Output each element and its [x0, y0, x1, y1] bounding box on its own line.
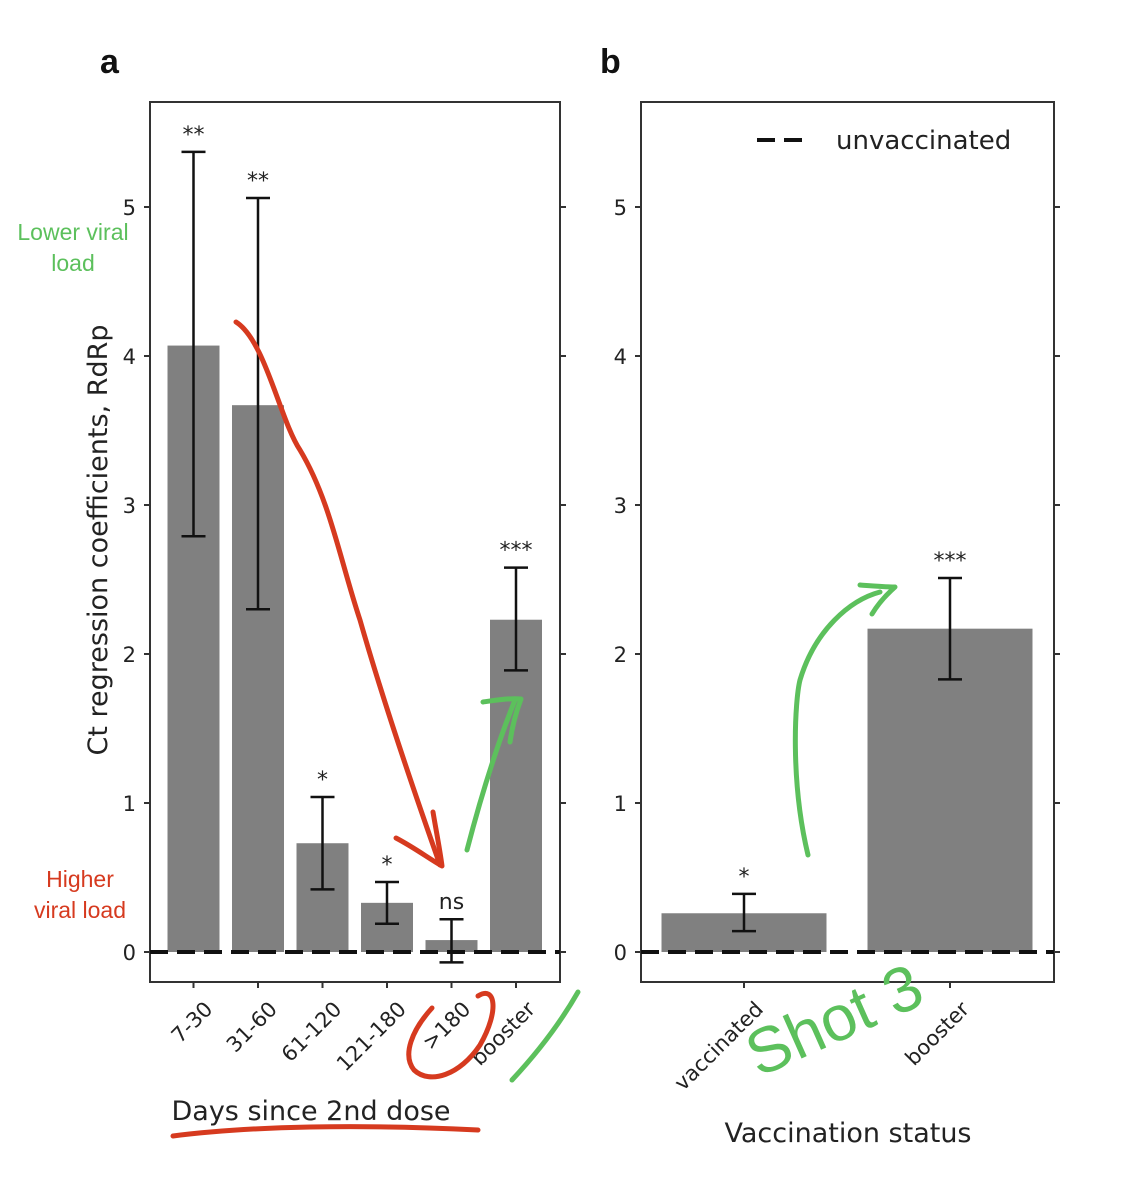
significance-label: * [317, 768, 328, 793]
y-tick-label: 3 [614, 494, 627, 518]
x-tick-label: >180 [418, 997, 476, 1055]
legend-entry-unvaccinated: unvaccinated [836, 126, 1011, 156]
red-arrow-curve [233, 319, 443, 868]
x-axis-title-a: Days since 2nd dose [171, 1096, 450, 1127]
y-tick-label: 0 [123, 941, 136, 965]
green-arrow-b-head [857, 582, 898, 617]
significance-label: *** [500, 539, 533, 564]
legend: unvaccinated [757, 126, 1011, 156]
lower-viral-load-note-line1: Lower viral [17, 219, 128, 245]
green-arrow-a [464, 697, 518, 853]
higher-viral-load-note-line1: Higher [46, 866, 114, 892]
panel-b-label: b [600, 43, 621, 81]
handwritten-shot-3: Shot 3 [735, 949, 933, 1090]
x-axis-title-b: Vaccination status [724, 1118, 971, 1149]
x-tick-label: 31-60 [222, 997, 282, 1057]
panel-a-label: a [100, 43, 120, 81]
x-tick-label: 7-30 [167, 997, 218, 1048]
significance-label: * [382, 853, 393, 878]
y-tick-label: 5 [614, 196, 627, 220]
red-arrow-head [393, 809, 445, 869]
bar [490, 619, 542, 952]
significance-label: * [739, 865, 750, 890]
y-tick-label: 5 [123, 196, 136, 220]
y-tick-label: 2 [123, 643, 136, 667]
significance-label: ** [247, 169, 269, 194]
panel-a-chart: 012345**7-30**31-60*61-120*121-180ns>180… [123, 101, 566, 1076]
red-circle-180 [406, 991, 496, 1080]
y-tick-label: 3 [123, 494, 136, 518]
y-tick-label: 0 [614, 941, 627, 965]
y-tick-label: 2 [614, 643, 627, 667]
significance-label: ns [439, 890, 464, 915]
higher-viral-load-note-line2: viral load [34, 897, 126, 923]
significance-label: ** [183, 123, 205, 148]
plot-frame [640, 101, 1055, 983]
green-arrow-a-head [480, 696, 524, 745]
y-tick-label: 4 [123, 345, 136, 369]
green-hand-annotations [464, 582, 898, 1083]
significance-label: *** [934, 549, 967, 574]
green-arrow-b [792, 589, 883, 858]
red-underline [170, 1124, 481, 1139]
bar [867, 628, 1033, 952]
red-hand-annotations [170, 319, 496, 1139]
green-check [509, 989, 581, 1083]
y-tick-label: 4 [614, 345, 627, 369]
lower-viral-load-note-line2: load [51, 250, 94, 276]
x-tick-label: 121-180 [332, 997, 411, 1076]
plot-frame [149, 101, 561, 983]
y-tick-label: 1 [123, 792, 136, 816]
y-tick-label: 1 [614, 792, 627, 816]
y-axis-title: Ct regression coefficients, RdRp [83, 324, 114, 755]
